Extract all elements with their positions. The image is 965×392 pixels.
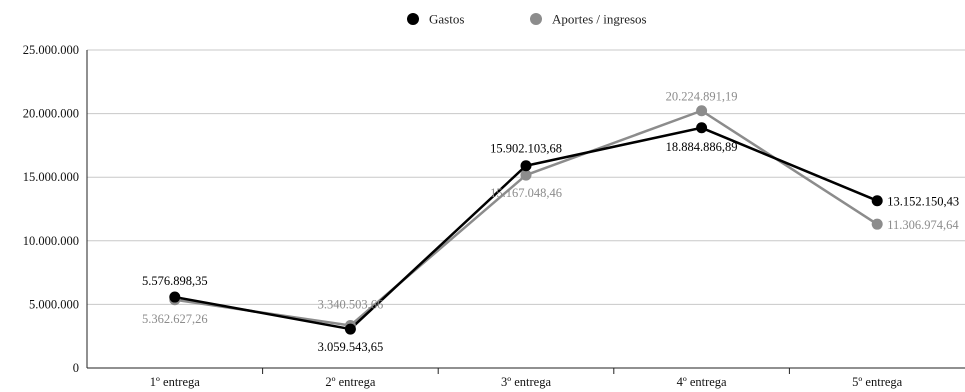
data-label-aportes: 11.306.974,64 xyxy=(887,218,959,232)
data-point-aportes xyxy=(871,218,883,230)
data-label-aportes: 15.167.048,46 xyxy=(490,186,562,200)
data-label-aportes: 3.340.503,66 xyxy=(318,298,384,312)
legend-marker-aportes xyxy=(530,13,542,25)
data-label-gastos: 3.059.543,65 xyxy=(318,340,384,354)
legend-label: Aportes / ingresos xyxy=(552,12,647,27)
y-tick-label: 20.000.000 xyxy=(23,107,79,121)
y-tick-label: 0 xyxy=(73,361,79,375)
y-tick-label: 25.000.000 xyxy=(23,43,79,57)
data-label-gastos: 15.902.103,68 xyxy=(490,142,562,156)
data-point-aportes xyxy=(520,169,532,181)
x-tick-label: 3º entrega xyxy=(501,375,551,389)
data-label-aportes: 5.362.627,26 xyxy=(142,312,208,326)
x-tick-label: 1º entrega xyxy=(150,375,200,389)
y-tick-label: 10.000.000 xyxy=(23,234,79,248)
data-label-gastos: 13.152.150,43 xyxy=(887,195,959,209)
data-point-gastos xyxy=(871,195,883,207)
data-label-gastos: 5.576.898,35 xyxy=(142,274,208,288)
x-tick-label: 2º entrega xyxy=(325,375,375,389)
data-point-gastos xyxy=(520,160,532,172)
x-tick-label: 4º entrega xyxy=(677,375,727,389)
x-tick-label: 5º entrega xyxy=(852,375,902,389)
data-point-gastos xyxy=(696,122,708,134)
y-tick-label: 5.000.000 xyxy=(29,297,79,311)
data-point-gastos xyxy=(169,291,181,303)
data-label-gastos: 18.884.886,89 xyxy=(666,140,738,154)
data-point-aportes xyxy=(696,105,708,117)
data-label-aportes: 20.224.891,19 xyxy=(666,90,738,104)
series-layer xyxy=(169,105,883,335)
legend: Gastos Aportes / ingresos xyxy=(407,12,647,27)
series-line-gastos xyxy=(174,126,878,331)
legend-label: Gastos xyxy=(429,12,464,27)
axes: 0 5.000.000 10.000.000 15.000.000 20.000.000… xyxy=(23,43,965,389)
data-labels: 5.576.898,35 3.059.543,65 15.902.103,68 18.… xyxy=(142,90,959,354)
legend-marker-gastos xyxy=(407,13,419,25)
y-tick-label: 15.000.000 xyxy=(23,170,79,184)
data-point-gastos xyxy=(344,323,356,335)
